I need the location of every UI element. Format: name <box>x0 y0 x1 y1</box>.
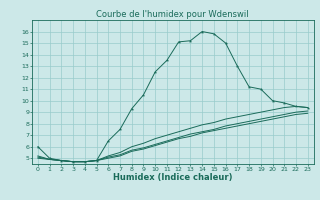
X-axis label: Humidex (Indice chaleur): Humidex (Indice chaleur) <box>113 173 233 182</box>
Title: Courbe de l'humidex pour Wdenswil: Courbe de l'humidex pour Wdenswil <box>97 10 249 19</box>
